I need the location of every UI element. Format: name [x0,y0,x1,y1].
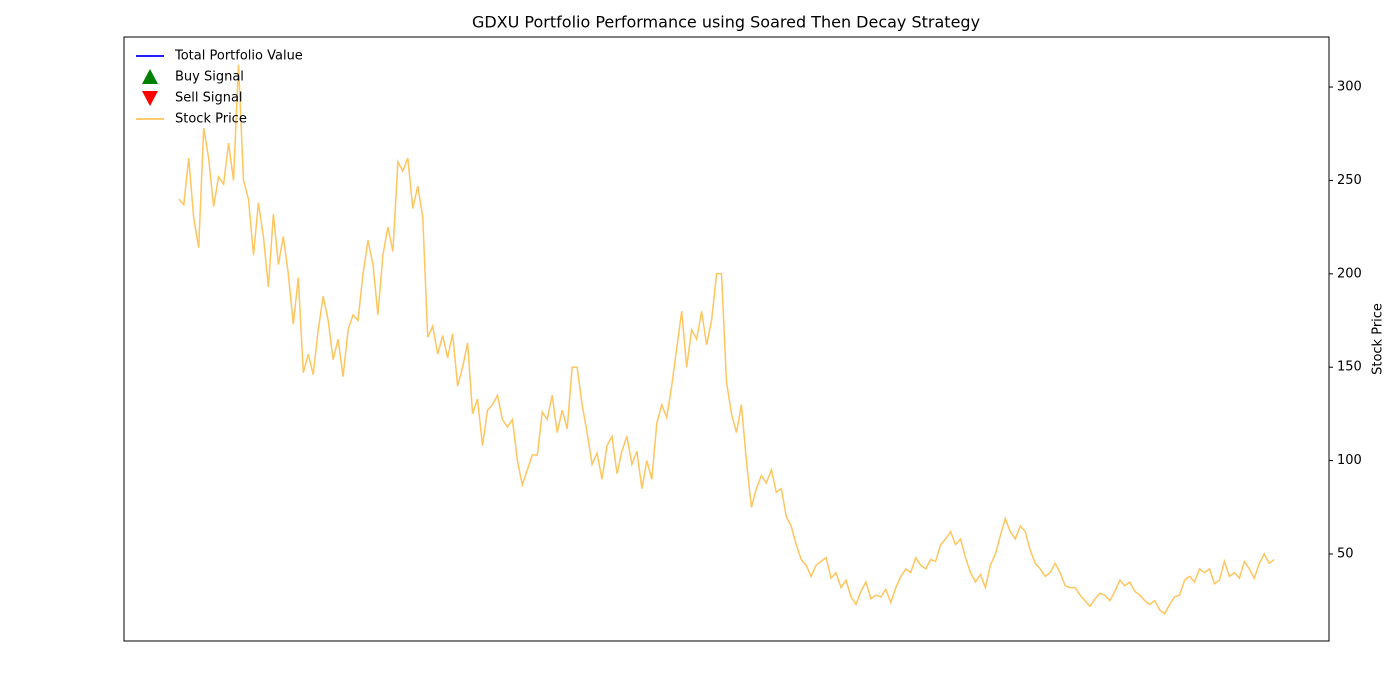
y2-tick-label: 150 [1337,360,1362,375]
y2-axis-label: Stock Price [1371,303,1386,375]
legend-label: Buy Signal [175,70,244,85]
y2-tick-label: 300 [1337,80,1362,95]
y2-tick-label: 200 [1337,266,1362,281]
price-line [178,64,1275,615]
y2-tick-label: 100 [1337,453,1362,468]
legend-label: Total Portfolio Value [174,49,303,64]
y2-tick-label: 250 [1337,173,1362,188]
legend-label: Stock Price [175,112,247,127]
legend-swatch [142,91,158,106]
y2-tick-label: 50 [1337,546,1354,561]
plot-frame [123,36,1330,642]
chart-title: GDXU Portfolio Performance using Soared … [472,13,980,32]
legend-label: Sell Signal [175,91,243,106]
legend-swatch [142,69,158,84]
